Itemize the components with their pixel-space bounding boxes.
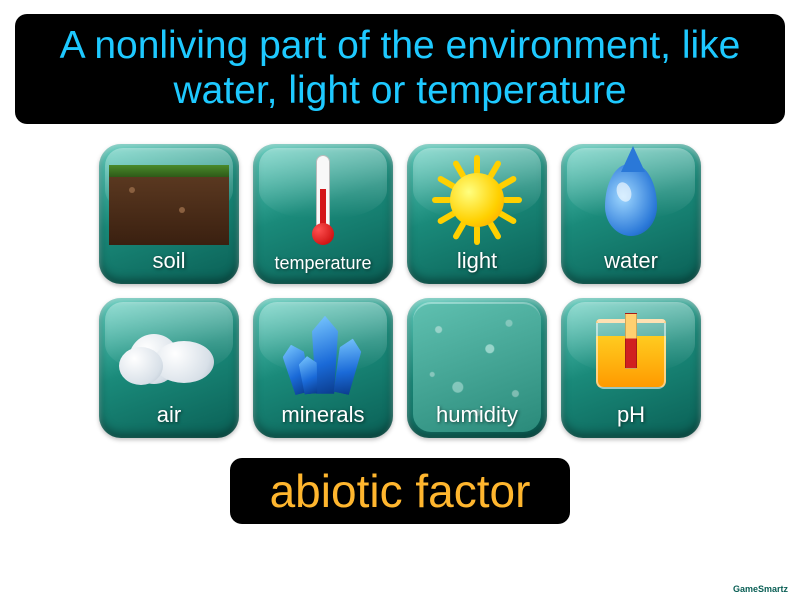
tile-label: water	[604, 248, 658, 274]
water-drop-icon	[569, 152, 693, 248]
thermometer-icon	[261, 152, 385, 248]
term-bar: abiotic factor	[230, 458, 571, 524]
tile-label: pH	[617, 402, 645, 428]
definition-text: A nonliving part of the environment, lik…	[45, 24, 755, 114]
cloud-icon	[107, 306, 231, 402]
watermark: GameSmartz	[733, 584, 788, 594]
tiles-grid: soil temperature	[99, 144, 701, 438]
crystals-icon	[261, 306, 385, 402]
soil-icon	[107, 152, 231, 248]
definition-bar: A nonliving part of the environment, lik…	[15, 14, 785, 124]
tile-label: temperature	[274, 253, 371, 274]
tile-ph: pH	[561, 298, 701, 438]
tile-humidity: humidity	[407, 298, 547, 438]
tile-light: light	[407, 144, 547, 284]
tile-air: air	[99, 298, 239, 438]
tile-soil: soil	[99, 144, 239, 284]
tile-minerals: minerals	[253, 298, 393, 438]
tile-label: air	[157, 402, 181, 428]
tile-label: soil	[152, 248, 185, 274]
tile-label: humidity	[436, 402, 518, 428]
sun-icon	[415, 152, 539, 248]
tile-water: water	[561, 144, 701, 284]
term-text: abiotic factor	[270, 464, 531, 518]
tile-label: light	[457, 248, 497, 274]
beaker-icon	[569, 306, 693, 402]
tile-temperature: temperature	[253, 144, 393, 284]
tile-label: minerals	[281, 402, 364, 428]
